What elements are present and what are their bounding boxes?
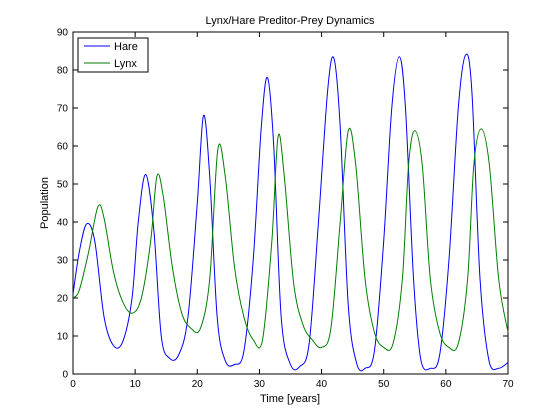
- y-tick-label: 30: [57, 256, 69, 267]
- plot-area: [72, 31, 509, 375]
- x-tick-label: 0: [70, 379, 76, 390]
- y-tick-label: 90: [57, 28, 69, 39]
- legend-label-hare: Hare: [114, 41, 138, 53]
- y-tick-label: 40: [57, 218, 69, 229]
- chart-title: Lynx/Hare Preditor-Prey Dynamics: [206, 15, 375, 27]
- y-tick-label: 20: [57, 294, 69, 305]
- series-line-lynx: [72, 128, 509, 351]
- y-tick-label: 50: [57, 180, 69, 191]
- y-tick-label: 0: [62, 370, 68, 381]
- y-axis-label: Population: [39, 177, 51, 229]
- y-tick-label: 80: [57, 66, 69, 77]
- y-tick-label: 70: [57, 104, 69, 115]
- legend: Hare Lynx: [77, 37, 149, 73]
- x-tick-label: 70: [502, 379, 514, 390]
- series-line-hare: [72, 53, 509, 372]
- y-tick-label: 10: [57, 332, 69, 343]
- x-tick-label: 10: [130, 379, 142, 390]
- x-tick-label: 40: [316, 379, 328, 390]
- series-lines: [72, 53, 509, 372]
- tick-labels: 0 10 20 30 40 50 60 70 0 10 20 30 40 50 60 70 80 90: [57, 28, 514, 391]
- legend-label-lynx: Lynx: [114, 58, 137, 70]
- y-tick-label: 60: [57, 142, 69, 153]
- x-tick-label: 50: [378, 379, 390, 390]
- x-tick-label: 20: [192, 379, 204, 390]
- x-axis-label: Time [years]: [260, 393, 320, 405]
- legend-box: [77, 37, 149, 73]
- x-tick-label: 60: [440, 379, 452, 390]
- axis-ticks: [72, 31, 509, 375]
- x-tick-label: 30: [254, 379, 266, 390]
